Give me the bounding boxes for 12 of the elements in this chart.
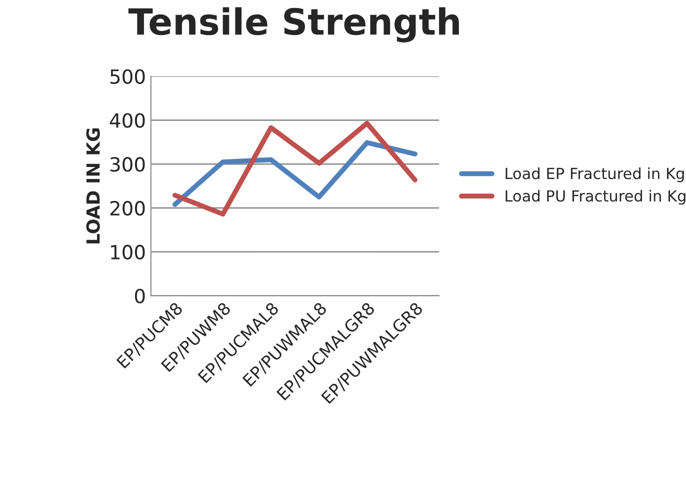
- legend-label: Load EP Fractured in Kg: [506, 167, 684, 182]
- line-series: [172, 140, 418, 207]
- y-tick-label: 500: [110, 69, 145, 84]
- y-axis-title: LOAD IN KG: [86, 128, 100, 244]
- y-tick-label: 100: [111, 244, 145, 260]
- y-tick-label: 400: [110, 113, 145, 128]
- chart-title: Tensile Strength: [128, 7, 459, 42]
- y-tick-label: 200: [110, 200, 145, 216]
- y-tick-label: 0: [134, 288, 145, 304]
- legend-label: Load PU Fractured in Kg: [506, 190, 686, 205]
- line-series: [172, 120, 418, 217]
- y-tick-label: 300: [110, 157, 145, 172]
